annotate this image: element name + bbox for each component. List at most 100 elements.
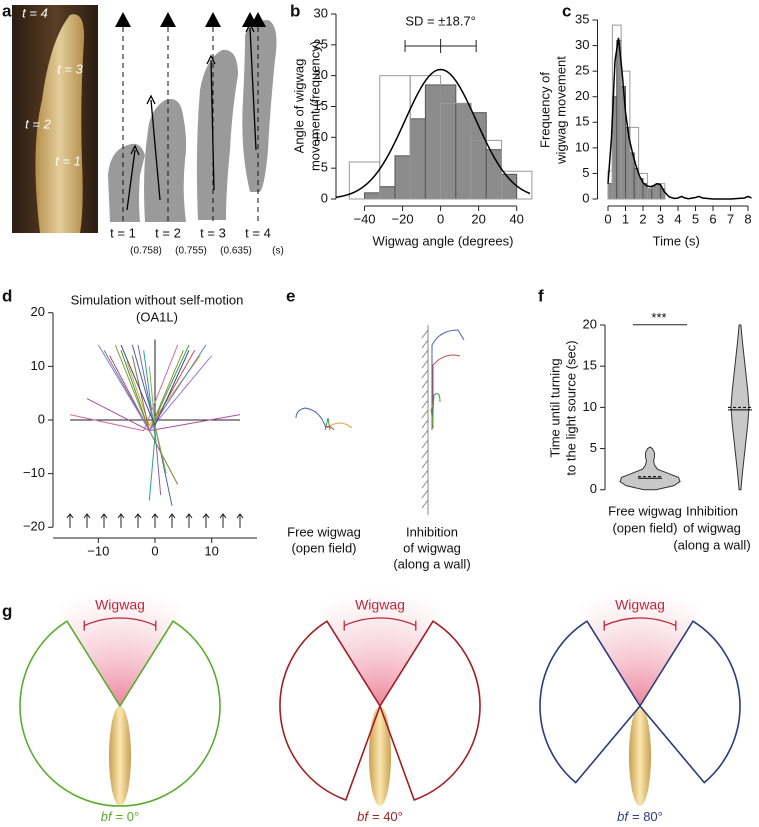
- bf-var: bf: [101, 809, 113, 824]
- y-axis-label: wigwag movement: [553, 56, 568, 165]
- visual-field: [539, 620, 741, 784]
- x-tick-label: (open field): [612, 520, 677, 535]
- panel-label: b: [290, 1, 300, 20]
- bf-value: = 40°: [372, 809, 403, 824]
- trajectory: [120, 344, 190, 427]
- stimulus-arrow: [117, 513, 125, 528]
- light-cone: [317, 588, 443, 706]
- y-tick-label: 35: [575, 11, 589, 26]
- y-tick-label: 5: [321, 160, 328, 175]
- y-tick-label: 15: [583, 358, 597, 373]
- stimulus-arrow: [219, 513, 227, 528]
- histogram-bar: [409, 118, 426, 200]
- y-tick-label: 10: [575, 139, 589, 154]
- y-tick-label: 0: [38, 411, 45, 426]
- sperm: [369, 706, 391, 806]
- x-tick-label: 2: [639, 211, 646, 226]
- x-tick-label: 0: [604, 211, 611, 226]
- panel-e-label: of wigwag: [403, 540, 461, 555]
- panel-label: d: [2, 286, 12, 305]
- panel-e-label: Inhibition: [406, 524, 458, 539]
- wigwag-label: Wigwag: [615, 597, 665, 613]
- y-tick-label: 10: [583, 399, 597, 414]
- panel-a: [12, 5, 277, 233]
- panel-e-label: (open field): [291, 540, 356, 555]
- histogram-bar: [500, 170, 533, 200]
- histogram-bar: [455, 102, 472, 200]
- panel-e-label: Free wigwag: [287, 524, 361, 539]
- y-tick-label: 25: [314, 36, 328, 51]
- light-triangles: [115, 12, 266, 27]
- stimulus-arrow: [134, 513, 142, 528]
- x-tick-label: 5: [692, 211, 699, 226]
- y-axis-label: Angle of wigwag: [291, 59, 306, 154]
- y-axis-label: Frequency of: [537, 72, 552, 148]
- frame-label: t = 2: [155, 225, 181, 240]
- visual-field: [279, 620, 481, 801]
- frame-label: t = 1: [110, 225, 136, 240]
- histogram-bar: [655, 183, 661, 200]
- x-tick-label: (along a wall): [673, 537, 750, 552]
- bf-caption: bf = 0°: [101, 809, 139, 824]
- stimulus-arrow: [151, 513, 159, 528]
- y-tick-label: 5: [590, 440, 597, 455]
- stimulus-arrow: [185, 513, 193, 528]
- y-tick-label: 0: [590, 481, 597, 496]
- fit-curve: [335, 68, 531, 199]
- photo-label: t = 3: [57, 61, 83, 76]
- frame-label: t = 4: [245, 225, 271, 240]
- trajectory: [137, 344, 162, 496]
- histogram-bar: [607, 183, 613, 200]
- sd-bar: [404, 39, 477, 53]
- photo-label: t = 2: [25, 116, 51, 131]
- wigwag-bracket: [603, 617, 677, 631]
- x-tick-label: of wigwag: [683, 520, 741, 535]
- interval-label: (0.758): [130, 246, 162, 257]
- bf-value: = 80°: [632, 809, 663, 824]
- panel-label: f: [538, 286, 544, 305]
- stimulus-arrow: [66, 513, 74, 528]
- interval-label: (0.635): [220, 246, 252, 257]
- sperm: [109, 706, 131, 806]
- bf-value: = 0°: [116, 809, 140, 824]
- annotation: SD = ±18.7°: [405, 13, 476, 28]
- x-tick-label: 3: [657, 211, 664, 226]
- y-tick-label: −10: [23, 465, 45, 480]
- y-tick-label: 10: [314, 129, 328, 144]
- histogram-bar: [394, 155, 411, 200]
- stimulus-arrow: [83, 513, 91, 528]
- histogram-bar: [646, 188, 653, 200]
- bf-caption: bf = 80°: [617, 809, 663, 824]
- stimulus-arrow: [236, 513, 244, 528]
- y-tick-label: 20: [583, 316, 597, 331]
- trajectory: [97, 344, 213, 432]
- x-tick-label: Inhibition: [686, 503, 738, 518]
- y-tick-label: 15: [314, 98, 328, 113]
- x-tick-label: 0: [151, 543, 158, 558]
- wigwag-bracket: [343, 617, 417, 631]
- x-tick-label: 0: [437, 211, 444, 226]
- panel-e-label: (along a wall): [393, 556, 470, 571]
- panel-e-trajectories: [295, 325, 465, 515]
- dashed-lines: [122, 27, 259, 222]
- y-tick-label: 20: [575, 88, 589, 103]
- y-tick-label: 10: [31, 358, 45, 373]
- histogram-bar: [651, 185, 657, 200]
- bf-caption: bf = 40°: [357, 809, 403, 824]
- x-tick-label: 6: [709, 211, 716, 226]
- trajectory: [126, 355, 201, 427]
- stimulus-arrow: [100, 513, 108, 528]
- panel-label: c: [562, 1, 571, 20]
- photo-label: t = 1: [55, 153, 81, 168]
- movement-arrows: [126, 22, 257, 211]
- x-tick-label: 20: [471, 211, 485, 226]
- unit-label: (s): [272, 246, 284, 257]
- violin: [619, 446, 681, 491]
- wigwag-label: Wigwag: [355, 597, 405, 613]
- bf-var: bf: [617, 809, 629, 824]
- y-tick-label: 15: [575, 114, 589, 129]
- x-axis-label: Wigwag angle (degrees): [373, 233, 514, 248]
- photo-label: t = 4: [22, 5, 48, 20]
- histogram-bar: [424, 84, 442, 200]
- x-tick-label: 7: [727, 211, 734, 226]
